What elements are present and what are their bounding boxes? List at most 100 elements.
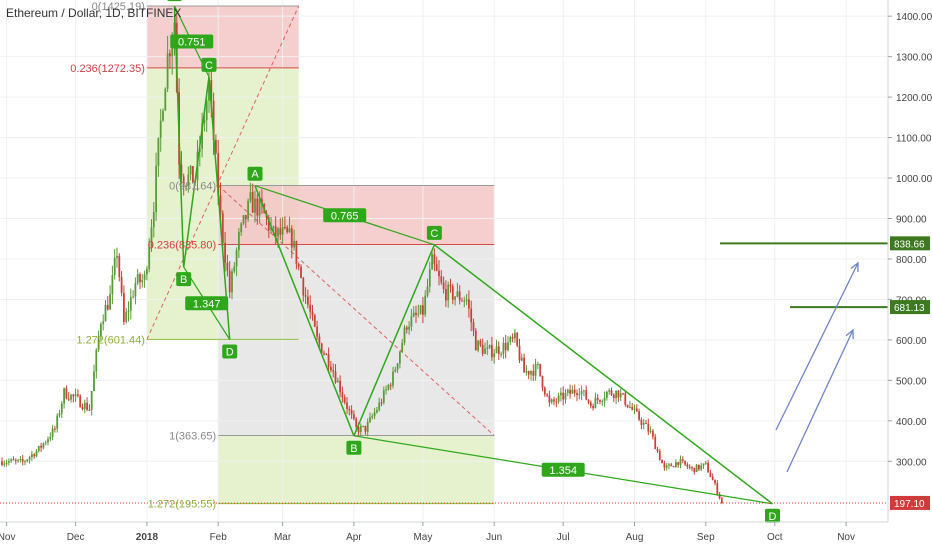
candle-body [224, 242, 226, 263]
pattern-line [254, 185, 355, 437]
candle-body [617, 390, 620, 398]
candle-body [166, 53, 169, 89]
candle-body [520, 357, 523, 361]
x-tick-label: Apr [346, 532, 362, 543]
candle-body [40, 445, 42, 448]
candle-body [691, 467, 693, 469]
candle-body [286, 227, 289, 233]
fib-level-label: 1(363.65) [169, 431, 216, 443]
candle-body [155, 165, 157, 213]
candle-body [424, 295, 427, 315]
candle-body [677, 462, 680, 465]
pattern-point-label: D [769, 511, 777, 523]
candle-body [93, 371, 95, 392]
x-tick-label: Aug [626, 532, 644, 543]
candle-body [562, 392, 565, 400]
candle-body [293, 241, 295, 248]
candle-body [718, 493, 721, 499]
x-tick-label: 2018 [136, 532, 159, 543]
candle-body [672, 466, 675, 468]
candle-body [468, 299, 470, 309]
ratio-label-bg [541, 462, 585, 477]
candle-body [638, 411, 640, 420]
candle-body [330, 366, 332, 371]
candle-body [389, 384, 392, 386]
fib-level-label: 0.236(835.80) [148, 239, 217, 251]
candle-body [221, 213, 224, 243]
y-tick-label: 1300.00 [896, 53, 932, 64]
pattern-point-label-bg [765, 508, 780, 523]
candle-body [132, 296, 134, 298]
candle-body [656, 449, 659, 452]
candle-body [8, 461, 10, 463]
candle-body [624, 393, 627, 405]
candle-body [548, 395, 551, 403]
candle-body [532, 371, 535, 376]
candle-body [553, 399, 555, 402]
candle-body [72, 394, 75, 397]
candle-body [219, 195, 222, 214]
pattern-point-label: C [205, 60, 213, 72]
candle-body [125, 312, 128, 322]
candle-body [311, 311, 314, 316]
pattern-point-label-bg [426, 225, 442, 240]
candle-body [527, 371, 530, 375]
candle-body [281, 227, 284, 235]
candle-body [564, 393, 567, 400]
candle-body [649, 430, 652, 432]
candle-body [704, 462, 707, 464]
candle-body [327, 354, 330, 367]
candle-body [576, 393, 578, 396]
candle-body [514, 332, 516, 339]
y-tick-label: 1100.00 [896, 134, 932, 145]
candle-body [601, 401, 604, 403]
candle-body [136, 274, 139, 284]
candle-body [336, 380, 339, 383]
candle-body [458, 291, 461, 301]
candle-body [150, 227, 153, 247]
candle-body [19, 458, 22, 460]
candle-body [279, 228, 282, 235]
candle-body [339, 380, 341, 393]
last-price-label: 197.10 [894, 499, 925, 510]
candle-body [203, 120, 206, 124]
candle-body [380, 402, 383, 404]
candle-body [320, 343, 323, 354]
candle-body [385, 389, 387, 391]
x-tick-label: Jul [557, 532, 570, 543]
candle-body [580, 391, 583, 395]
candle-body [106, 305, 109, 310]
candle-body [65, 388, 68, 399]
pattern-point-label-bg [222, 344, 238, 359]
candle-body [518, 345, 521, 361]
candle-body [44, 442, 47, 444]
target-price-label: 681.13 [894, 303, 925, 314]
candle-body [152, 212, 155, 228]
candle-body [373, 412, 376, 417]
candle-body [714, 480, 716, 484]
pattern-point-label-bg [167, 0, 182, 2]
candle-body [171, 40, 174, 57]
candle-body [642, 422, 645, 425]
candle-body [31, 454, 33, 458]
pattern-point-label: B [180, 274, 187, 286]
candle-body [189, 166, 192, 175]
pattern-line [353, 244, 436, 437]
candle-body [79, 395, 82, 408]
candle-body [242, 215, 245, 224]
candle-body [688, 466, 691, 468]
candle-body [254, 198, 256, 213]
candle-body [566, 389, 569, 394]
candle-body [369, 417, 371, 422]
candle-body [376, 409, 378, 413]
candle-body [47, 439, 49, 443]
pattern-point-label: A [171, 0, 179, 1]
candle-body [332, 370, 335, 372]
target-price-label-bg [890, 300, 930, 315]
candle-body [33, 454, 36, 457]
candle-body [431, 254, 433, 270]
fib-trend-line-2 [217, 185, 495, 436]
fib-level-label: 0.236(1272.35) [70, 63, 145, 75]
x-tick-label: Oct [767, 532, 783, 543]
candle-body [716, 483, 719, 494]
